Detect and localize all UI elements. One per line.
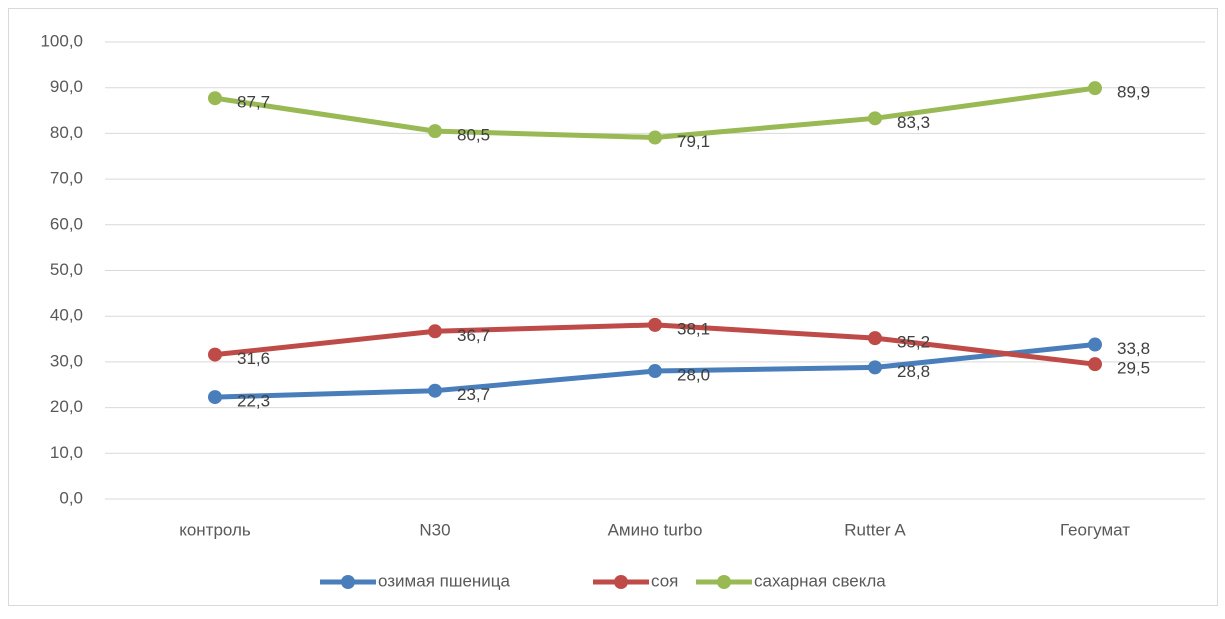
data-label: 33,8 xyxy=(1117,339,1150,358)
data-label: 89,9 xyxy=(1117,83,1150,102)
data-label: 31,6 xyxy=(237,349,270,368)
data-label: 28,0 xyxy=(677,366,710,385)
y-tick-label: 60,0 xyxy=(50,214,83,233)
legend-label: соя xyxy=(651,571,678,590)
point xyxy=(1088,81,1102,96)
y-tick-label: 90,0 xyxy=(50,77,83,96)
data-label: 29,5 xyxy=(1117,359,1150,378)
data-label: 38,1 xyxy=(677,319,710,338)
data-label: 22,3 xyxy=(237,392,270,411)
point xyxy=(208,91,222,106)
data-label: 23,7 xyxy=(457,385,490,404)
point xyxy=(208,347,222,362)
x-tick-label: контроль xyxy=(179,520,251,539)
legend-label: озимая пшеница xyxy=(378,571,511,590)
x-tick-label: N30 xyxy=(419,520,450,539)
data-label: 83,3 xyxy=(897,113,930,132)
legend-marker xyxy=(341,575,355,589)
point xyxy=(868,360,882,375)
point xyxy=(648,130,662,145)
data-label: 79,1 xyxy=(677,132,710,151)
y-tick-label: 70,0 xyxy=(50,169,83,188)
point xyxy=(428,324,442,339)
y-tick-label: 50,0 xyxy=(50,260,83,279)
legend-marker xyxy=(717,575,731,589)
point xyxy=(1088,337,1102,352)
data-label: 35,2 xyxy=(897,333,930,352)
point xyxy=(1088,357,1102,372)
point xyxy=(648,364,662,379)
point xyxy=(428,383,442,398)
y-tick-label: 80,0 xyxy=(50,123,83,142)
legend-label: сахарная свекла xyxy=(754,571,886,590)
x-tick-label: Амино turbo xyxy=(608,520,703,539)
data-label: 28,8 xyxy=(897,362,930,381)
y-tick-label: 40,0 xyxy=(50,306,83,325)
y-tick-label: 10,0 xyxy=(50,443,83,462)
x-tick-label: Геогумат xyxy=(1060,520,1130,539)
point xyxy=(428,124,442,139)
point xyxy=(648,317,662,332)
y-tick-label: 30,0 xyxy=(50,351,83,370)
x-tick-label: Rutter A xyxy=(844,520,906,539)
y-tick-label: 20,0 xyxy=(50,397,83,416)
legend-marker xyxy=(614,575,628,589)
y-tick-label: 0,0 xyxy=(59,488,83,507)
chart-border xyxy=(8,8,1218,606)
point xyxy=(868,331,882,346)
y-tick-label: 100,0 xyxy=(40,31,83,50)
point xyxy=(868,111,882,126)
point xyxy=(208,390,222,405)
data-label: 87,7 xyxy=(237,93,270,112)
data-label: 80,5 xyxy=(457,126,490,145)
data-label: 36,7 xyxy=(457,326,490,345)
